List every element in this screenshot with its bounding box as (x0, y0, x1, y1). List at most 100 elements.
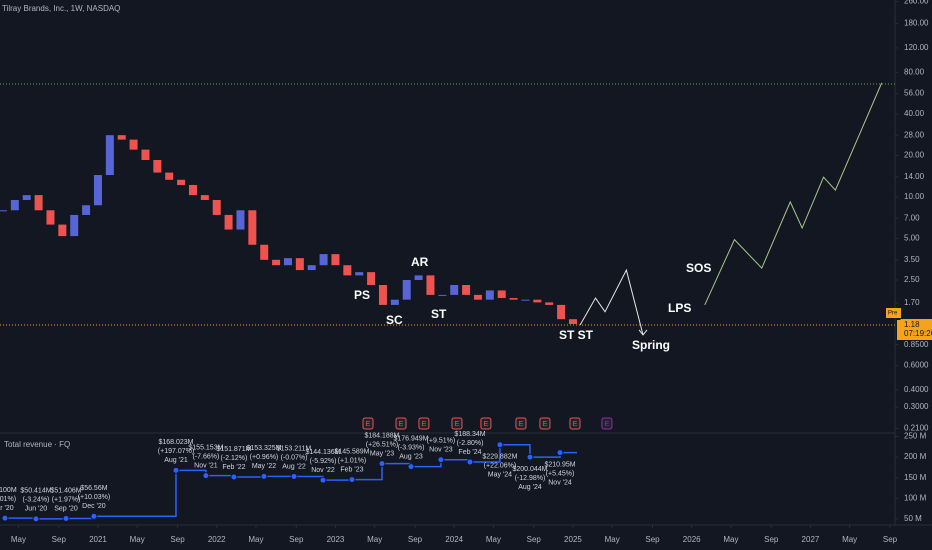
y-tick-label: 40.00 (904, 109, 925, 118)
revenue-label: Feb '23 (340, 466, 363, 473)
premarket-tag-label: Pre (888, 311, 898, 317)
revenue-label: $176.949M (393, 435, 428, 442)
y-tick-label: 5.00 (904, 234, 920, 243)
earnings-marker (569, 417, 581, 430)
candle (70, 214, 79, 237)
y-tick-label: 28.00 (904, 130, 925, 139)
revenue-label: (+9.51%) (427, 438, 456, 445)
y-tick-label: 3.50 (904, 255, 920, 264)
x-tick-label: Sep (883, 535, 898, 544)
y-tick-label: 0.6000 (904, 361, 929, 370)
x-tick-label: May (842, 535, 857, 544)
y-tick-label: 2.50 (904, 275, 920, 284)
revenue-label: May '22 (252, 463, 276, 470)
y-tick-label: 20.00 (904, 150, 925, 159)
candle (82, 205, 91, 215)
revenue-label: $56.56M (80, 485, 107, 492)
y-tick-label: 1.70 (904, 298, 920, 307)
x-tick-label: 2021 (89, 535, 107, 544)
earnings-label: E (519, 421, 524, 428)
candle (462, 284, 471, 295)
x-tick-label: Sep (645, 535, 660, 544)
earnings-marker (395, 417, 407, 430)
revenue-label: (-2.80%) (457, 440, 484, 447)
revenue-point (407, 463, 415, 471)
annotation: PS (354, 288, 370, 302)
candle (272, 259, 281, 266)
revenue-label: Nov '24 (548, 479, 572, 486)
revenue-point (348, 476, 356, 484)
revenue-label: $151.871M (216, 446, 251, 453)
revenue-label: (+22.06%) (484, 463, 517, 470)
revenue-label: ar '20 (0, 505, 14, 512)
revenue-point (202, 472, 210, 480)
revenue-label: Feb '24 (458, 449, 481, 456)
revenue-label: (-3.24%) (23, 497, 50, 504)
x-tick-label: May (605, 535, 620, 544)
candle (485, 290, 494, 300)
candle (473, 294, 482, 300)
candle (509, 298, 518, 300)
x-tick-label: Sep (527, 535, 542, 544)
revenue-label: 2.100M (0, 487, 17, 494)
revenue-label: May '23 (370, 451, 394, 458)
x-tick-label: 2024 (445, 535, 463, 544)
y-tick-label: 10.00 (904, 192, 925, 201)
candle (236, 210, 245, 230)
annotation: ST ST (559, 328, 594, 342)
candle (153, 160, 162, 173)
candle (343, 265, 352, 276)
revenue-label: Aug '24 (518, 484, 542, 491)
annotation: LPS (668, 301, 691, 315)
annotation: SC (386, 313, 403, 327)
earnings-marker (451, 417, 463, 430)
candle (0, 210, 7, 212)
earnings-marker (515, 417, 527, 430)
candle (129, 139, 138, 150)
candle (450, 284, 459, 295)
annotation: ST (431, 307, 447, 321)
revenue-point (90, 512, 98, 520)
x-tick-label: May (130, 535, 145, 544)
earnings-label: E (366, 421, 371, 428)
candle (188, 184, 197, 196)
y-tick-label: 250 M (904, 432, 927, 441)
pane-title: Total revenue · FQ (4, 440, 70, 449)
x-tick-label: Sep (408, 535, 423, 544)
x-tick-label: 2023 (327, 535, 345, 544)
revenue-point (62, 514, 70, 522)
candle (319, 254, 328, 266)
revenue-label: Aug '23 (399, 453, 423, 460)
revenue-label: $210.95M (544, 461, 575, 468)
x-tick-label: May (486, 535, 501, 544)
revenue-label: $155.153M (188, 444, 223, 451)
x-tick-label: Sep (289, 535, 304, 544)
x-tick-label: Sep (52, 535, 67, 544)
y-tick-label: 0.4000 (904, 385, 929, 394)
y-tick-label: 50 M (904, 514, 922, 523)
revenue-label: $188.34M (454, 431, 485, 438)
x-tick-label: 2022 (208, 535, 226, 544)
candle (568, 319, 577, 324)
revenue-label: May '24 (488, 472, 512, 479)
y-tick-label: 14.00 (904, 172, 925, 181)
revenue-point (230, 473, 238, 481)
revenue-label: Nov '21 (194, 462, 218, 469)
revenue-point (32, 515, 40, 523)
x-tick-label: May (248, 535, 263, 544)
candle (378, 284, 387, 305)
candle (212, 199, 221, 215)
y-tick-label: 80.00 (904, 67, 925, 76)
revenue-point (466, 458, 474, 466)
revenue-label: (+10.03%) (78, 494, 111, 501)
candle (390, 299, 399, 305)
earnings-label: E (455, 421, 460, 428)
x-tick-label: Sep (764, 535, 779, 544)
candle (10, 199, 19, 211)
x-tick-label: Sep (170, 535, 185, 544)
candle (117, 135, 126, 140)
candle (165, 172, 174, 180)
earnings-label: E (422, 421, 427, 428)
revenue-point (496, 441, 504, 449)
candle (93, 175, 102, 206)
